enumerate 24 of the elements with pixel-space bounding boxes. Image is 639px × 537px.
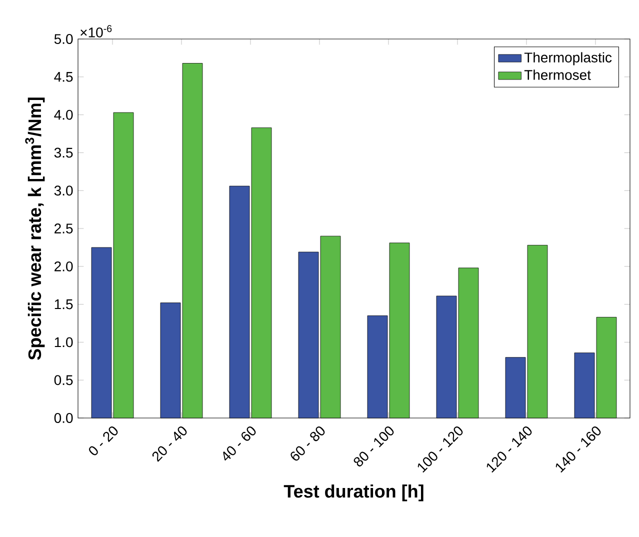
y-tick-label: 0.5 <box>54 375 73 386</box>
y-tick-label: 3.0 <box>54 186 73 196</box>
y-axis-title: Specific wear rate, k [mm$^{3}$/Nm] <box>25 98 45 360</box>
y-tick-label: 2.0 <box>54 261 73 272</box>
x-tick-label: 80 - 100 <box>354 426 394 466</box>
y-tick-label: 0.0 <box>54 413 73 423</box>
x-tick-label: 40 - 60 <box>223 426 256 461</box>
y-tick-label: 4.0 <box>54 110 73 120</box>
y-tick-label: 5.0 <box>54 34 73 44</box>
x-tick-label: 20 - 40 <box>152 426 187 462</box>
legend-label: Thermoplastic <box>524 52 612 66</box>
x-tick-label: 0 - 20 <box>88 426 118 456</box>
y-tick-label: 2.5 <box>54 224 73 234</box>
legend-label: Thermoset <box>524 70 591 80</box>
y-tick-label: 1.5 <box>54 299 73 310</box>
x-tick-label: 60 - 80 <box>290 426 325 461</box>
x-tick-label: 120 - 140 <box>486 426 532 473</box>
y-tick-label: 4.5 <box>54 72 73 82</box>
y-tick-label: 3.5 <box>54 148 73 158</box>
text: ×10$^{-6}$ <box>80 25 112 38</box>
y-tick-label: 1.0 <box>54 337 73 348</box>
x-tick-label: 140 - 160 <box>556 426 601 473</box>
x-axis-title: Test duration [h] <box>284 484 424 502</box>
x-tick-label: 100 - 120 <box>418 426 463 473</box>
